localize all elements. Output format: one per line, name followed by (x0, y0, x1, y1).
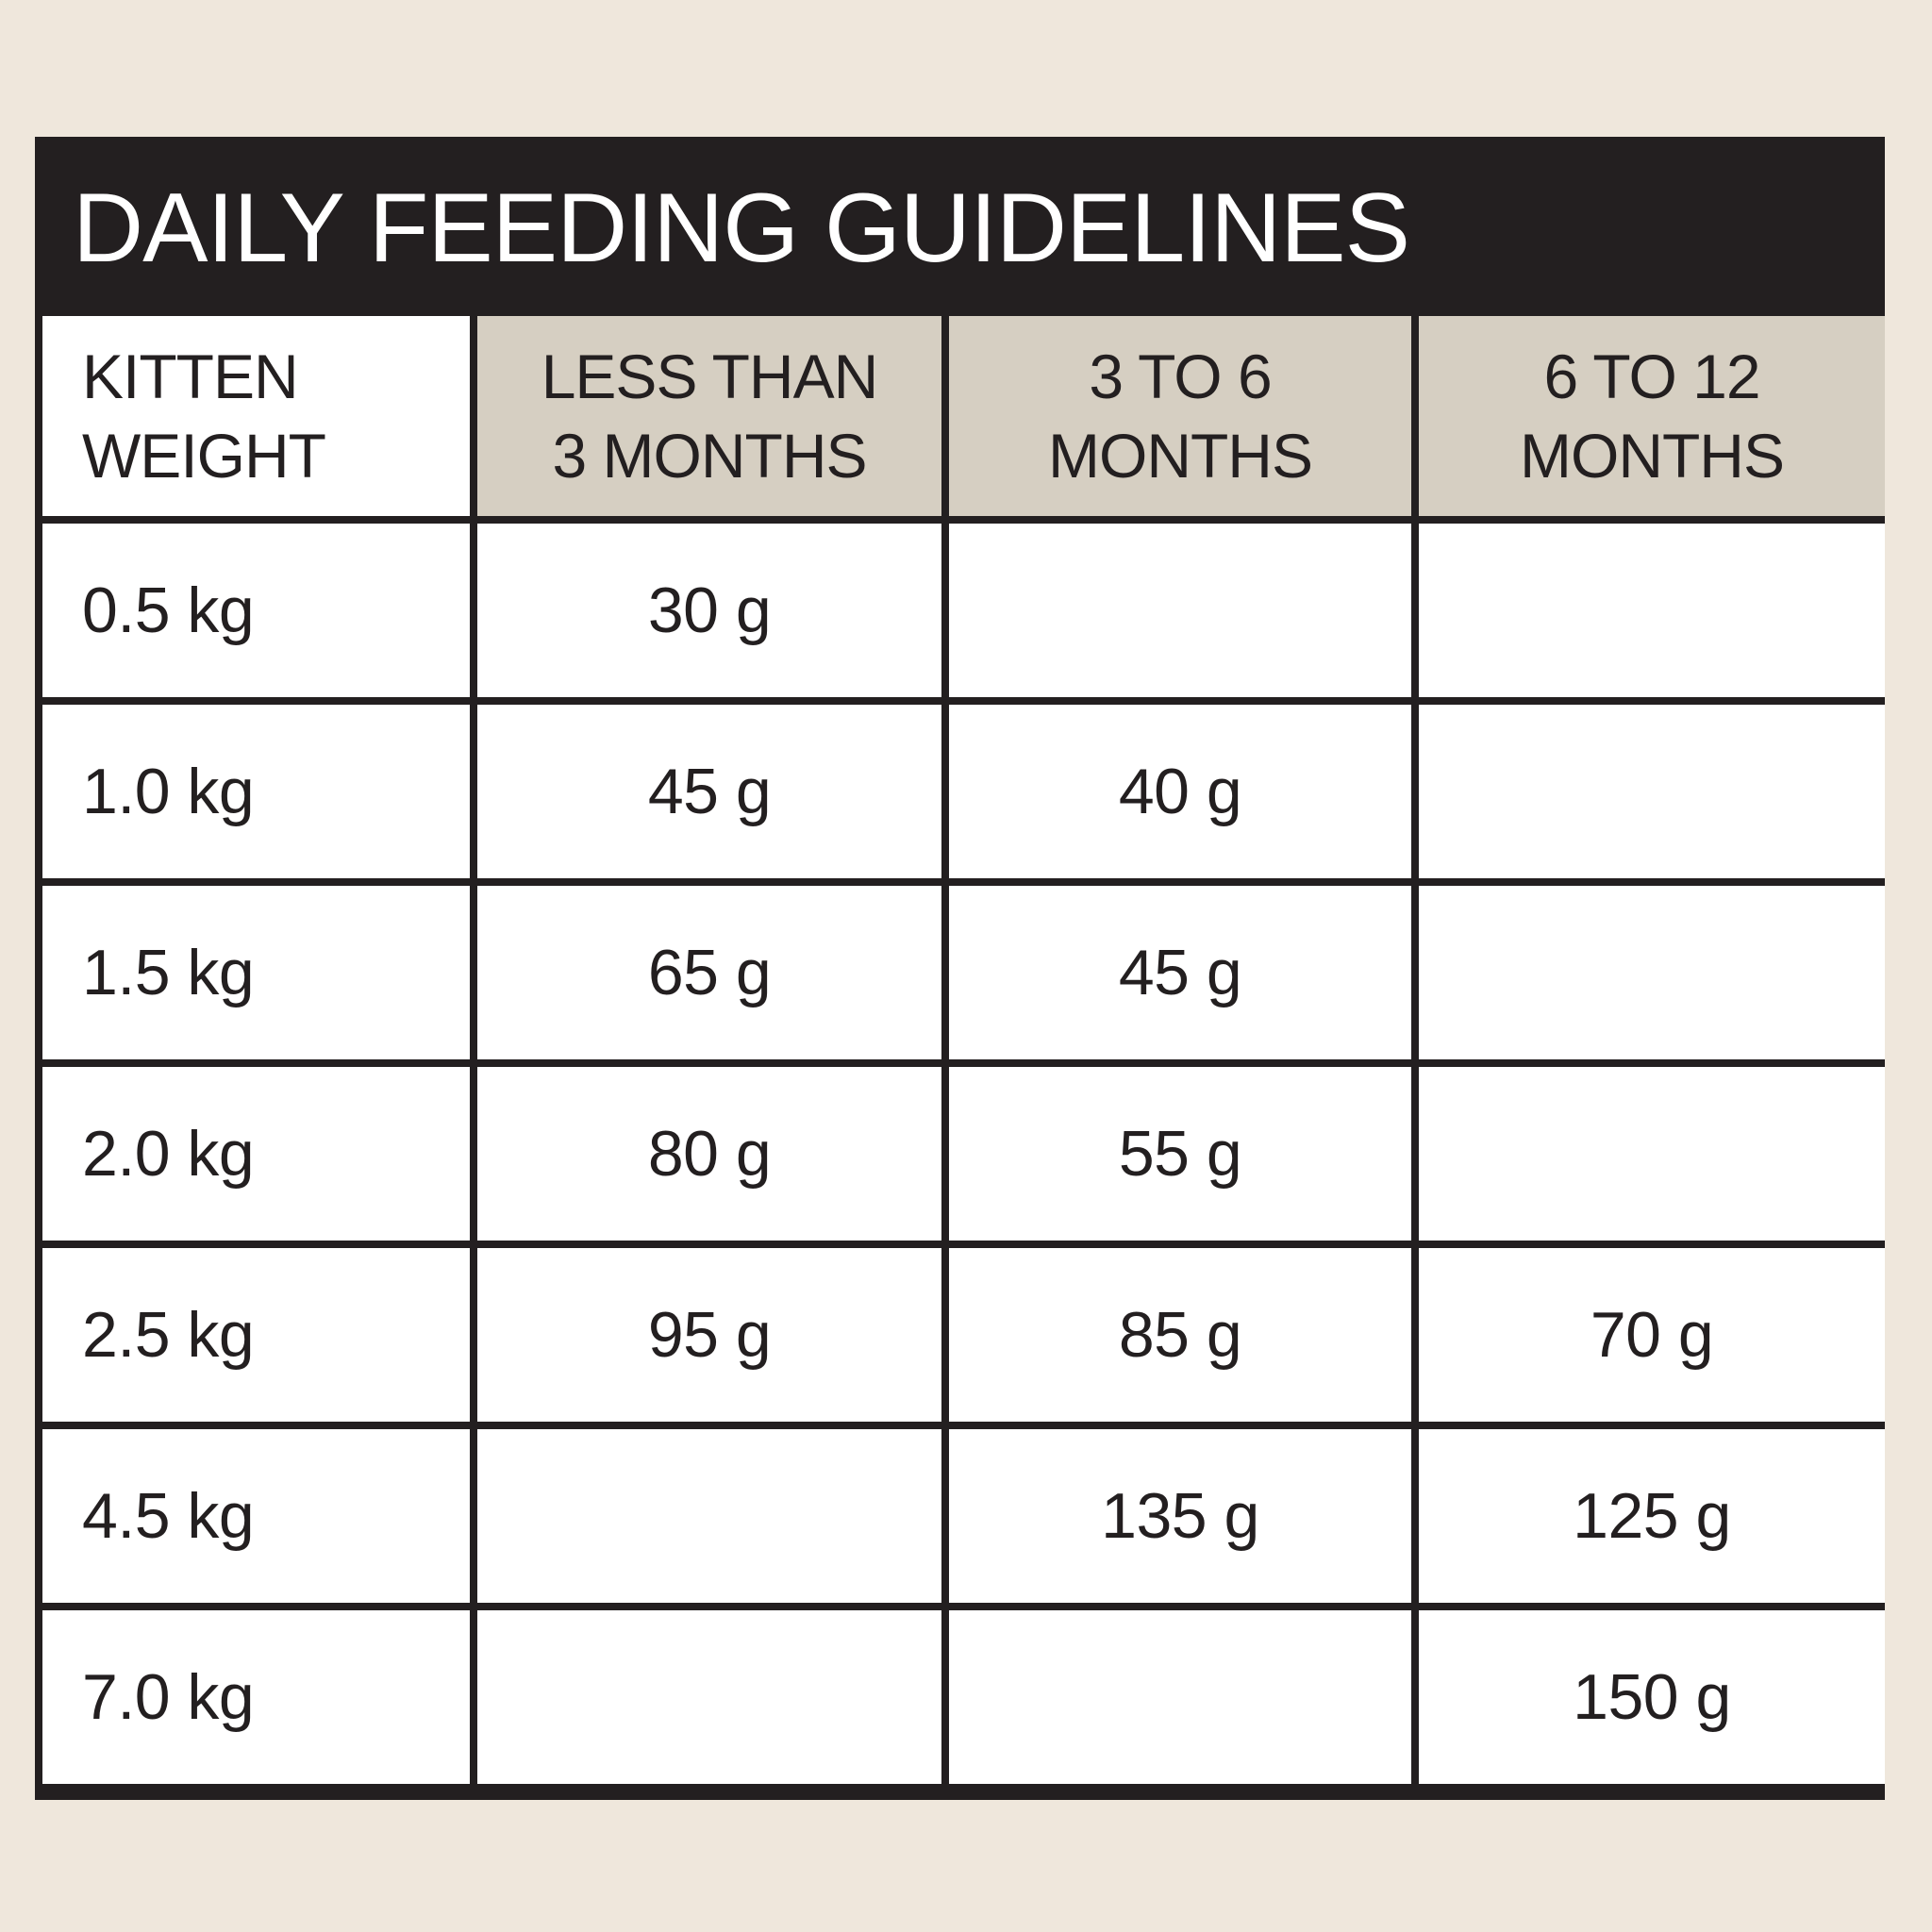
amount-cell (477, 1610, 941, 1784)
column-header-less-than-3-months: LESS THAN 3 MONTHS (477, 316, 941, 516)
table-row: 2.5 kg 95 g 85 g 70 g (42, 1248, 1885, 1422)
amount-cell: 65 g (477, 886, 941, 1059)
table-row: 1.5 kg 65 g 45 g (42, 886, 1885, 1059)
column-header-kitten-weight: KITTEN WEIGHT (42, 316, 470, 516)
amount-cell: 45 g (949, 886, 1411, 1059)
amount-cell: 95 g (477, 1248, 941, 1422)
header-row: KITTEN WEIGHT LESS THAN 3 MONTHS 3 TO 6 … (42, 316, 1885, 516)
amount-cell (1419, 886, 1885, 1059)
weight-cell: 7.0 kg (42, 1610, 470, 1784)
amount-cell: 150 g (1419, 1610, 1885, 1784)
amount-cell: 70 g (1419, 1248, 1885, 1422)
weight-cell: 0.5 kg (42, 524, 470, 697)
amount-cell (1419, 524, 1885, 697)
amount-cell (1419, 705, 1885, 878)
weight-cell: 1.0 kg (42, 705, 470, 878)
amount-cell (949, 524, 1411, 697)
table-row: 7.0 kg 150 g (42, 1610, 1885, 1784)
column-header-3-to-6-months: 3 TO 6 MONTHS (949, 316, 1411, 516)
table-row: 2.0 kg 80 g 55 g (42, 1067, 1885, 1241)
amount-cell: 55 g (949, 1067, 1411, 1241)
amount-cell (1419, 1067, 1885, 1241)
amount-cell: 135 g (949, 1429, 1411, 1603)
amount-cell: 85 g (949, 1248, 1411, 1422)
table-row: 4.5 kg 135 g 125 g (42, 1429, 1885, 1603)
weight-cell: 1.5 kg (42, 886, 470, 1059)
table-row: 0.5 kg 30 g (42, 524, 1885, 697)
weight-cell: 4.5 kg (42, 1429, 470, 1603)
feeding-table: KITTEN WEIGHT LESS THAN 3 MONTHS 3 TO 6 … (35, 308, 1892, 1791)
weight-cell: 2.0 kg (42, 1067, 470, 1241)
table-row: 1.0 kg 45 g 40 g (42, 705, 1885, 878)
amount-cell: 45 g (477, 705, 941, 878)
amount-cell: 80 g (477, 1067, 941, 1241)
page-title: DAILY FEEDING GUIDELINES (73, 173, 1410, 283)
weight-cell: 2.5 kg (42, 1248, 470, 1422)
amount-cell (477, 1429, 941, 1603)
feeding-guidelines-panel: DAILY FEEDING GUIDELINES KITTEN WEIGHT L… (35, 137, 1885, 1800)
amount-cell: 30 g (477, 524, 941, 697)
amount-cell: 40 g (949, 705, 1411, 878)
title-bar: DAILY FEEDING GUIDELINES (35, 137, 1885, 312)
column-header-6-to-12-months: 6 TO 12 MONTHS (1419, 316, 1885, 516)
amount-cell: 125 g (1419, 1429, 1885, 1603)
amount-cell (949, 1610, 1411, 1784)
